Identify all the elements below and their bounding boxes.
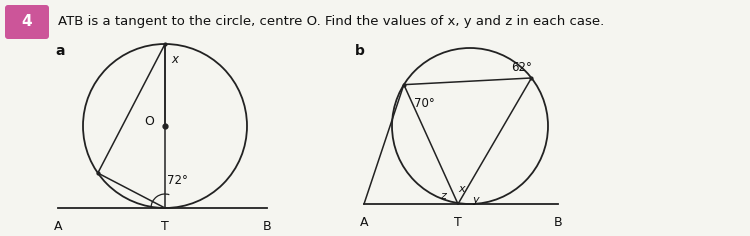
Text: a: a [55,44,64,58]
Text: A: A [360,216,368,229]
Text: B: B [262,220,272,233]
Text: 4: 4 [22,14,32,30]
Text: A: A [54,220,62,233]
Text: x: x [459,184,465,194]
Text: 62°: 62° [512,61,532,74]
Text: x: x [171,54,178,67]
Text: T: T [454,216,462,229]
Text: 72°: 72° [167,174,188,187]
Text: ATB is a tangent to the circle, centre O. Find the values of x, y and z in each : ATB is a tangent to the circle, centre O… [58,16,605,29]
Text: z: z [440,191,446,201]
FancyBboxPatch shape [5,5,49,39]
Text: 70°: 70° [414,97,434,110]
Text: y: y [472,195,478,205]
Text: B: B [554,216,562,229]
Text: b: b [355,44,364,58]
Text: O: O [144,115,154,128]
Text: T: T [161,220,169,233]
